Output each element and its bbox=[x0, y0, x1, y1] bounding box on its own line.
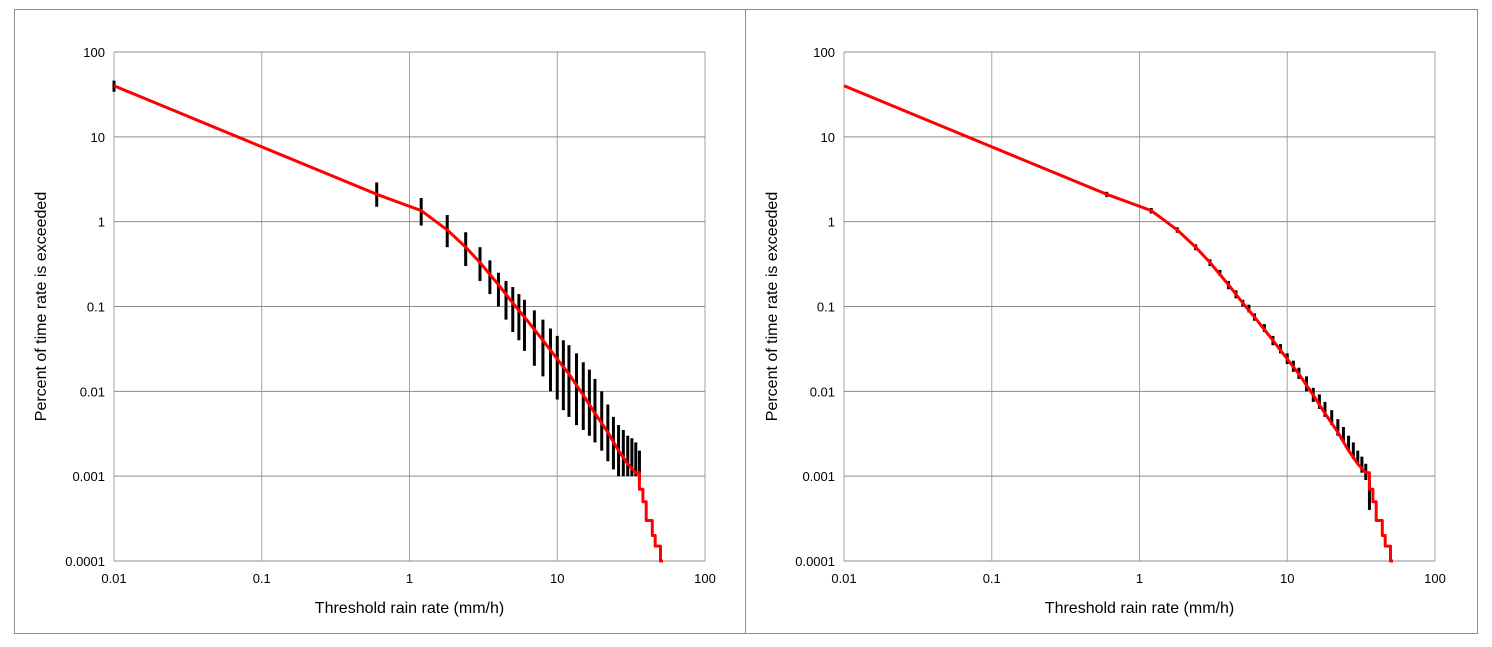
y-tick-label: 0.1 bbox=[817, 300, 835, 315]
chart-left-svg: 0.0001 0.001 0.01 0.1 1 10 100 0.01 0.1 1 10 100 T… bbox=[33, 45, 716, 617]
x-tick-label: 0.1 bbox=[253, 571, 271, 586]
y-tick-label: 100 bbox=[813, 45, 835, 60]
x-tick-label: 10 bbox=[1280, 571, 1294, 586]
y-tick-label: 0.01 bbox=[810, 384, 835, 399]
grid-lines bbox=[843, 51, 1436, 562]
y-tick-label: 0.01 bbox=[80, 384, 105, 399]
chart-right-svg: 0.0001 0.001 0.01 0.1 1 10 100 0.01 0.1 1 10 100 T… bbox=[764, 45, 1446, 617]
x-tick-label: 0.01 bbox=[831, 571, 856, 586]
y-axis-title: Percent of time rate is exceeded bbox=[764, 192, 781, 421]
x-tick-labels: 0.01 0.1 1 10 100 bbox=[101, 571, 716, 586]
error-bars bbox=[1105, 191, 1371, 510]
chart-panel-left: 0.0001 0.001 0.01 0.1 1 10 100 0.01 0.1 1 10 100 T… bbox=[14, 9, 746, 634]
x-tick-label: 10 bbox=[550, 571, 564, 586]
y-axis-title: Percent of time rate is exceeded bbox=[33, 192, 50, 421]
x-tick-label: 0.01 bbox=[101, 571, 126, 586]
y-tick-label: 0.001 bbox=[802, 469, 835, 484]
series-lines bbox=[843, 84, 1393, 563]
y-tick-label: 0.001 bbox=[72, 469, 105, 484]
y-tick-label: 1 bbox=[98, 215, 105, 230]
x-tick-label: 1 bbox=[406, 571, 413, 586]
y-tick-label: 10 bbox=[821, 130, 835, 145]
x-axis-title: Threshold rain rate (mm/h) bbox=[1045, 600, 1234, 617]
y-tick-label: 100 bbox=[83, 45, 105, 60]
series-line bbox=[843, 84, 1393, 563]
x-tick-label: 0.1 bbox=[983, 571, 1001, 586]
x-tick-labels: 0.01 0.1 1 10 100 bbox=[831, 571, 1446, 586]
y-tick-label: 0.1 bbox=[87, 300, 105, 315]
x-axis-title: Threshold rain rate (mm/h) bbox=[315, 600, 504, 617]
x-tick-label: 100 bbox=[694, 571, 716, 586]
y-tick-label: 0.0001 bbox=[65, 554, 105, 569]
series-lines bbox=[113, 84, 663, 563]
y-tick-labels: 0.0001 0.001 0.01 0.1 1 10 100 bbox=[65, 45, 105, 569]
x-tick-label: 100 bbox=[1424, 571, 1446, 586]
grid-lines bbox=[113, 51, 706, 562]
x-tick-label: 1 bbox=[1136, 571, 1143, 586]
series-line bbox=[113, 84, 663, 563]
y-tick-labels: 0.0001 0.001 0.01 0.1 1 10 100 bbox=[795, 45, 835, 569]
chart-panel-right: 0.0001 0.001 0.01 0.1 1 10 100 0.01 0.1 1 10 100 T… bbox=[745, 9, 1478, 634]
error-bars bbox=[112, 80, 641, 481]
y-tick-label: 10 bbox=[91, 130, 105, 145]
y-tick-label: 0.0001 bbox=[795, 554, 835, 569]
y-tick-label: 1 bbox=[828, 215, 835, 230]
